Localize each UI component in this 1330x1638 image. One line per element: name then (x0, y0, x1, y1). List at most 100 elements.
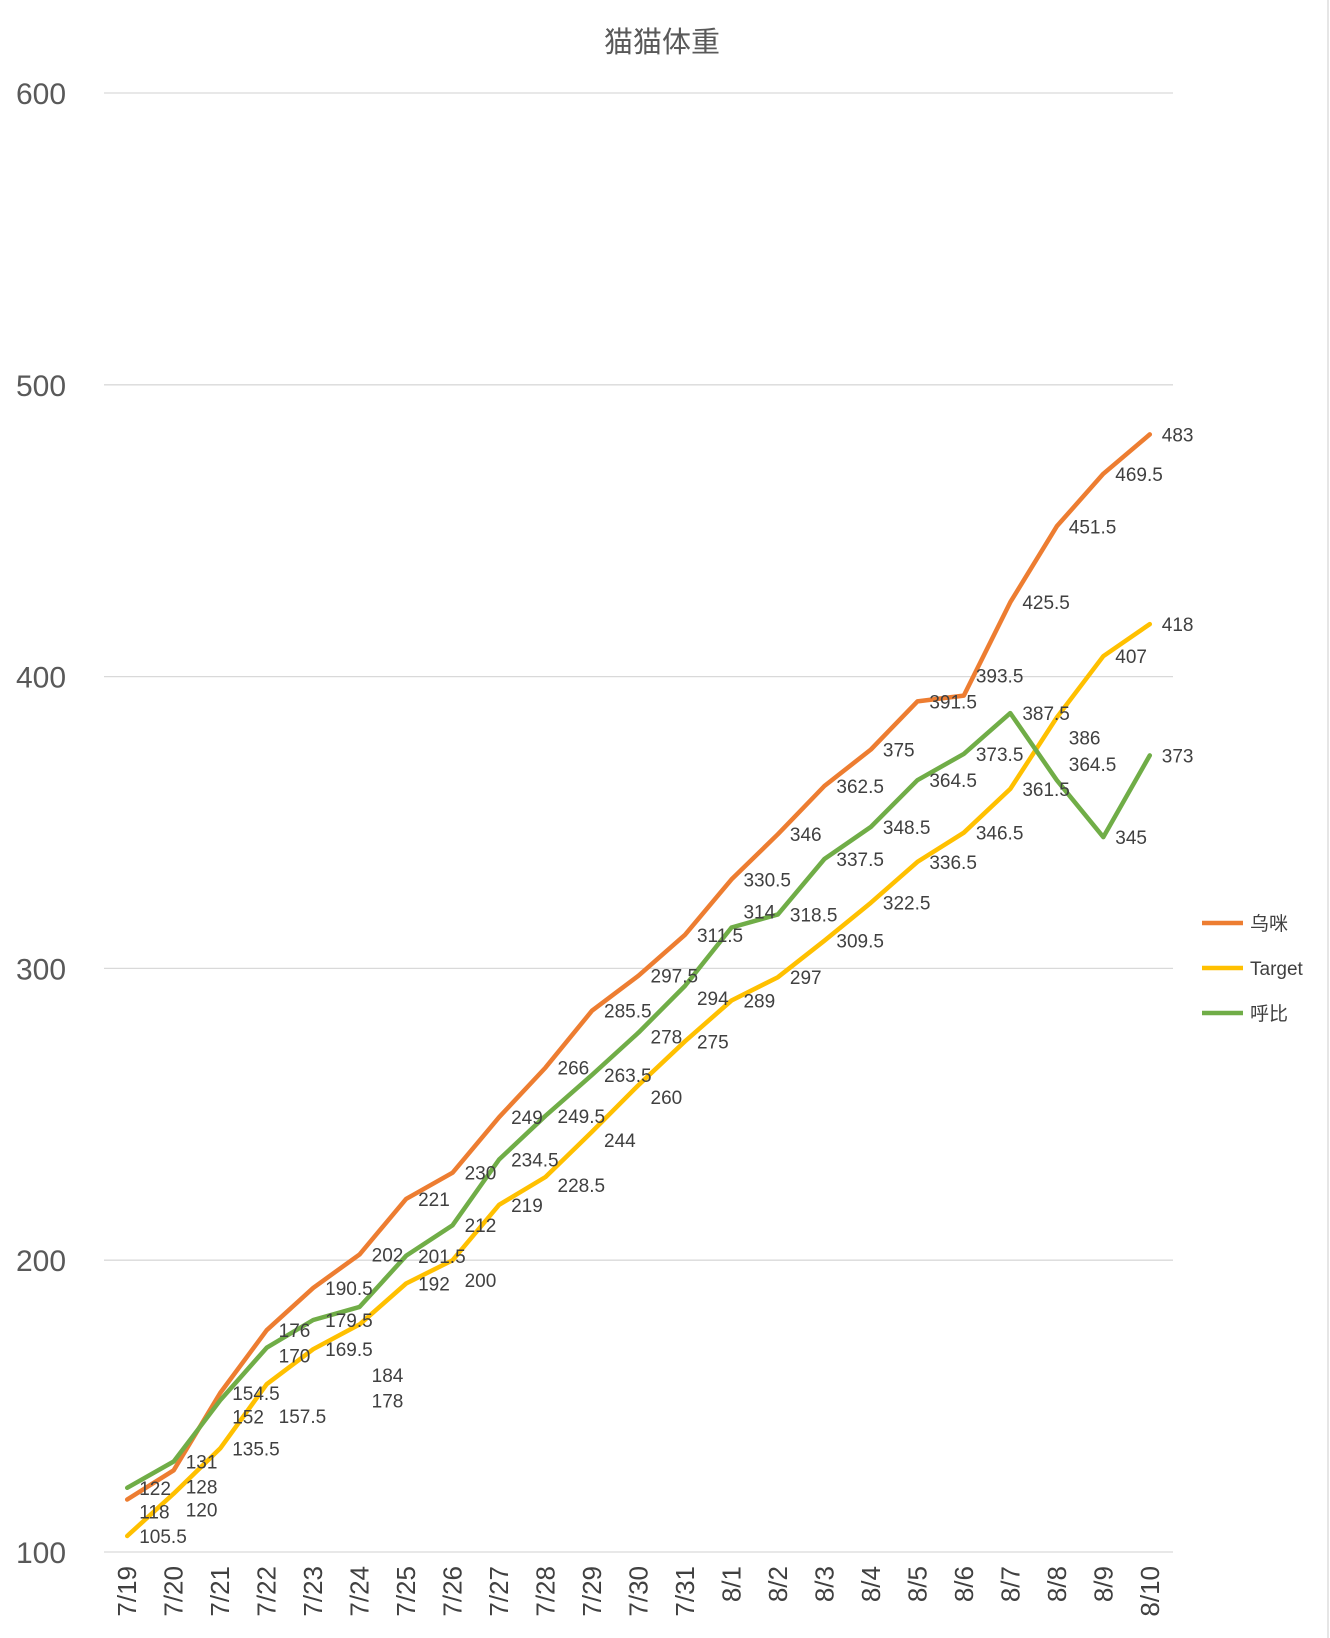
y-tick-label: 300 (16, 953, 66, 986)
data-label: 263.5 (604, 1066, 652, 1087)
x-tick-label: 8/8 (1042, 1566, 1072, 1602)
data-label: 393.5 (976, 667, 1024, 688)
x-tick-label: 8/10 (1135, 1566, 1165, 1617)
x-tick-label: 7/26 (438, 1566, 468, 1617)
data-label: 364.5 (929, 771, 977, 792)
data-label: 362.5 (836, 777, 884, 798)
x-tick-label: 7/29 (577, 1566, 607, 1617)
data-label: 275 (697, 1032, 729, 1053)
y-tick-label: 500 (16, 370, 66, 403)
x-tick-label: 8/4 (856, 1566, 886, 1602)
x-tick-label: 7/25 (391, 1566, 421, 1617)
data-label: 386 (1069, 728, 1101, 749)
data-label: 348.5 (883, 818, 931, 839)
x-tick-label: 7/30 (624, 1566, 654, 1617)
x-tick-label: 7/28 (531, 1566, 561, 1617)
chart-title: 猫猫体重 (604, 26, 720, 59)
data-label: 322.5 (883, 894, 931, 915)
data-label: 297.5 (651, 967, 699, 988)
data-label: 154.5 (232, 1384, 280, 1405)
data-label: 152 (232, 1407, 264, 1428)
data-label: 391.5 (929, 692, 977, 713)
data-label: 309.5 (836, 932, 884, 953)
data-label: 190.5 (325, 1279, 373, 1300)
data-label: 314 (743, 903, 775, 924)
data-label: 135.5 (232, 1439, 280, 1460)
data-label: 202 (372, 1245, 404, 1266)
x-tick-label: 7/31 (670, 1566, 700, 1617)
data-label: 364.5 (1069, 755, 1117, 776)
x-tick-label: 8/5 (902, 1566, 932, 1602)
x-tick-label: 7/27 (484, 1566, 514, 1617)
data-label: 361.5 (1022, 780, 1070, 801)
data-label: 169.5 (325, 1340, 373, 1361)
data-label: 230 (465, 1164, 497, 1185)
series-lines (124, 432, 1153, 1539)
gridlines (104, 92, 1173, 1553)
x-axis-ticks: 7/19 7/20 7/21 7/22 7/23 7/24 7/25 7/26 7/27 7/28… (112, 1566, 1165, 1617)
data-label: 297 (790, 968, 822, 989)
data-label: 311.5 (697, 926, 743, 947)
data-label: 346.5 (976, 824, 1024, 845)
data-label: 336.5 (929, 853, 977, 874)
x-tick-label: 7/23 (298, 1566, 328, 1617)
data-label: 176 (279, 1321, 311, 1342)
legend-label: 乌咪 (1250, 913, 1288, 935)
series-line-1 (124, 621, 1153, 1539)
data-label: 373.5 (976, 745, 1024, 766)
data-label: 249.5 (558, 1107, 606, 1128)
data-label: 184 (372, 1366, 404, 1387)
data-label: 157.5 (279, 1407, 327, 1428)
data-label: 451.5 (1069, 517, 1117, 538)
data-label: 337.5 (836, 850, 884, 871)
data-label: 289 (743, 991, 775, 1012)
data-label: 285.5 (604, 1002, 652, 1023)
data-label: 105.5 (139, 1527, 187, 1548)
data-label: 375 (883, 741, 915, 762)
legend: 乌咪 Target 呼比 (1202, 913, 1304, 1025)
y-tick-label: 100 (16, 1537, 66, 1570)
data-label: 260 (651, 1088, 683, 1109)
data-label: 469.5 (1115, 465, 1163, 486)
data-label: 179.5 (325, 1311, 373, 1332)
data-label: 387.5 (1022, 704, 1070, 725)
data-label: 278 (651, 1028, 683, 1049)
y-axis-ticks: 100 200 300 400 500 600 (16, 78, 66, 1570)
data-label: 294 (697, 989, 729, 1010)
data-label: 373 (1162, 746, 1194, 767)
data-label: 418 (1162, 615, 1194, 636)
x-tick-label: 7/21 (205, 1566, 235, 1617)
legend-label: Target (1250, 959, 1304, 980)
x-tick-label: 8/3 (809, 1566, 839, 1602)
data-label: 200 (465, 1271, 497, 1292)
x-tick-label: 7/24 (345, 1566, 375, 1617)
data-label: 221 (418, 1190, 450, 1211)
data-label: 318.5 (790, 905, 838, 926)
x-tick-label: 8/6 (949, 1566, 979, 1602)
data-label: 228.5 (558, 1176, 606, 1197)
x-tick-label: 7/22 (252, 1566, 282, 1617)
x-tick-label: 8/7 (995, 1566, 1025, 1602)
legend-label: 呼比 (1250, 1003, 1288, 1025)
data-label: 244 (604, 1131, 636, 1152)
data-label: 266 (558, 1059, 590, 1080)
data-label: 170 (279, 1347, 311, 1368)
data-label: 118 (139, 1502, 169, 1523)
y-tick-label: 400 (16, 662, 66, 695)
data-label: 120 (186, 1501, 218, 1522)
data-label: 249 (511, 1108, 543, 1129)
data-label: 131 (186, 1453, 218, 1474)
x-tick-label: 8/2 (763, 1566, 793, 1602)
data-label: 234.5 (511, 1151, 559, 1172)
x-tick-label: 7/20 (159, 1566, 189, 1617)
data-label: 178 (372, 1391, 404, 1412)
x-tick-label: 8/9 (1088, 1566, 1118, 1602)
x-tick-label: 7/19 (112, 1566, 142, 1617)
series-line-0 (124, 432, 1153, 1502)
data-label: 201.5 (418, 1247, 466, 1268)
data-label: 122 (139, 1479, 171, 1500)
data-label: 192 (418, 1275, 450, 1296)
y-tick-label: 200 (16, 1245, 66, 1278)
y-tick-label: 600 (16, 78, 66, 111)
